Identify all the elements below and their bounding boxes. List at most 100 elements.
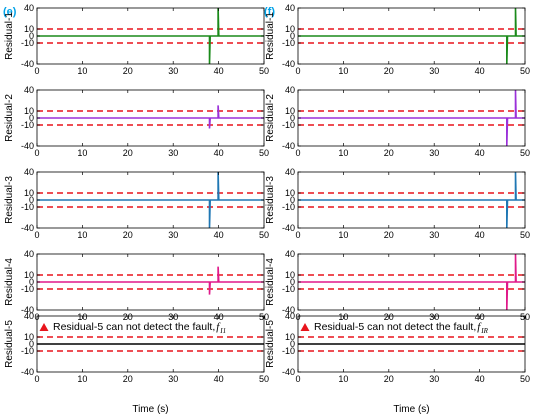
x-axis-label: Time (s): [393, 404, 429, 415]
x-tick-label: 20: [123, 374, 133, 384]
y-tick-label: 10: [24, 24, 34, 34]
y-tick-label: -40: [282, 223, 295, 233]
x-tick-label: 20: [384, 230, 394, 240]
x-axis-label: Time (s): [132, 404, 168, 415]
x-tick-label: 0: [295, 66, 300, 76]
y-tick-label: 40: [285, 249, 295, 259]
x-tick-label: 30: [429, 230, 439, 240]
y-tick-label: -10: [282, 284, 295, 294]
y-tick-label: 0: [29, 195, 34, 205]
x-tick-label: 10: [77, 230, 87, 240]
y-tick-label: 0: [290, 277, 295, 287]
residual-1-series: [37, 7, 264, 65]
y-tick-label: -10: [282, 38, 295, 48]
y-tick-label: 0: [29, 113, 34, 123]
x-tick-label: 10: [77, 66, 87, 76]
y-tick-label: 10: [285, 106, 295, 116]
x-tick-label: 10: [338, 66, 348, 76]
x-tick-label: 20: [384, 374, 394, 384]
y-tick-label: -10: [282, 346, 295, 356]
y-tick-label: -40: [282, 367, 295, 377]
y-axis-label: Residual-5: [265, 320, 276, 368]
x-tick-label: 30: [429, 374, 439, 384]
residual-2-series: [37, 105, 264, 129]
x-tick-label: 10: [338, 230, 348, 240]
x-tick-label: 20: [123, 148, 133, 158]
y-axis-label: Residual-2: [265, 94, 276, 142]
x-tick-label: 40: [214, 148, 224, 158]
y-axis-label: Residual-4: [4, 258, 15, 306]
y-tick-label: -40: [282, 305, 295, 315]
x-tick-label: 30: [168, 374, 178, 384]
y-axis-label: Residual-3: [265, 176, 276, 224]
x-tick-label: 50: [259, 148, 269, 158]
y-tick-label: -40: [282, 59, 295, 69]
y-tick-label: -10: [282, 202, 295, 212]
y-axis-label: Residual-4: [265, 258, 276, 306]
y-tick-label: 40: [24, 85, 34, 95]
y-tick-label: -40: [21, 223, 34, 233]
y-tick-label: 0: [29, 339, 34, 349]
x-tick-label: 40: [475, 66, 485, 76]
y-tick-label: 40: [285, 3, 295, 13]
y-tick-label: 10: [24, 188, 34, 198]
y-tick-label: -10: [21, 120, 34, 130]
y-tick-label: 0: [290, 339, 295, 349]
y-tick-label: -10: [21, 346, 34, 356]
y-tick-label: 0: [290, 31, 295, 41]
x-tick-label: 10: [77, 374, 87, 384]
x-tick-label: 40: [214, 230, 224, 240]
x-tick-label: 40: [475, 374, 485, 384]
residual-1-series: [298, 7, 525, 65]
x-tick-label: 40: [214, 374, 224, 384]
residual-4-series: [37, 266, 264, 295]
y-tick-label: 0: [29, 277, 34, 287]
y-axis-label: Residual-5: [4, 320, 15, 368]
y-tick-label: -10: [21, 38, 34, 48]
y-tick-label: 40: [24, 167, 34, 177]
x-tick-label: 10: [338, 148, 348, 158]
panel-label: (e): [3, 6, 17, 18]
x-tick-label: 50: [520, 148, 530, 158]
y-axis-label: Residual-3: [4, 176, 15, 224]
residual-3-series: [37, 171, 264, 229]
note-subscript: IR: [480, 327, 488, 335]
note-text: Residual-5 can not detect the fault,: [314, 321, 476, 333]
x-tick-label: 0: [34, 148, 39, 158]
note-symbol: f: [216, 321, 221, 333]
residual-2-series: [298, 89, 525, 147]
x-tick-label: 0: [295, 374, 300, 384]
x-tick-label: 50: [520, 374, 530, 384]
y-tick-label: 10: [24, 332, 34, 342]
y-tick-label: -40: [21, 305, 34, 315]
y-tick-label: 40: [24, 249, 34, 259]
x-tick-label: 0: [34, 66, 39, 76]
x-tick-label: 30: [429, 148, 439, 158]
y-tick-label: 10: [285, 332, 295, 342]
y-tick-label: 0: [290, 113, 295, 123]
x-tick-label: 50: [259, 374, 269, 384]
y-tick-label: 40: [285, 311, 295, 321]
x-tick-label: 0: [295, 230, 300, 240]
x-tick-label: 20: [384, 66, 394, 76]
x-tick-label: 40: [475, 230, 485, 240]
note-triangle-icon: [39, 323, 49, 331]
x-tick-label: 0: [295, 148, 300, 158]
x-tick-label: 0: [34, 374, 39, 384]
x-tick-label: 30: [429, 66, 439, 76]
x-tick-label: 50: [259, 66, 269, 76]
y-axis-label: Residual-1: [265, 12, 276, 60]
y-tick-label: 10: [285, 24, 295, 34]
y-tick-label: -40: [21, 59, 34, 69]
x-tick-label: 20: [123, 66, 133, 76]
y-tick-label: 40: [285, 167, 295, 177]
x-tick-label: 40: [214, 66, 224, 76]
x-tick-label: 20: [123, 230, 133, 240]
